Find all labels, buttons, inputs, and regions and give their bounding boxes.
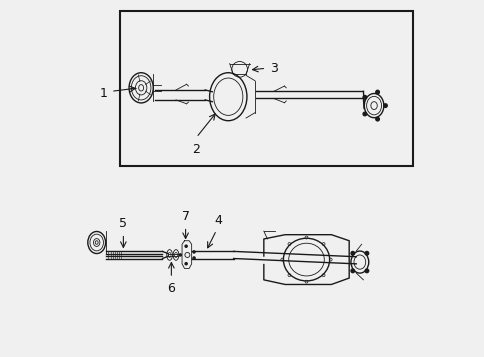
Text: 1: 1 [99, 87, 107, 100]
Circle shape [364, 269, 368, 273]
Text: 5: 5 [119, 217, 127, 230]
Circle shape [193, 257, 195, 259]
Circle shape [375, 90, 378, 94]
Circle shape [185, 245, 187, 247]
Circle shape [179, 254, 181, 256]
Circle shape [185, 263, 187, 265]
Circle shape [350, 251, 354, 255]
Text: 4: 4 [214, 213, 222, 226]
Circle shape [363, 95, 366, 99]
Circle shape [350, 269, 354, 273]
Circle shape [375, 117, 378, 121]
Circle shape [364, 251, 368, 255]
Bar [120, 11, 412, 166]
Circle shape [383, 104, 386, 107]
Text: 6: 6 [167, 282, 175, 295]
Circle shape [363, 112, 366, 116]
Text: 7: 7 [181, 210, 189, 223]
Text: 2: 2 [192, 143, 200, 156]
Text: 3: 3 [269, 62, 277, 75]
Circle shape [193, 251, 195, 253]
